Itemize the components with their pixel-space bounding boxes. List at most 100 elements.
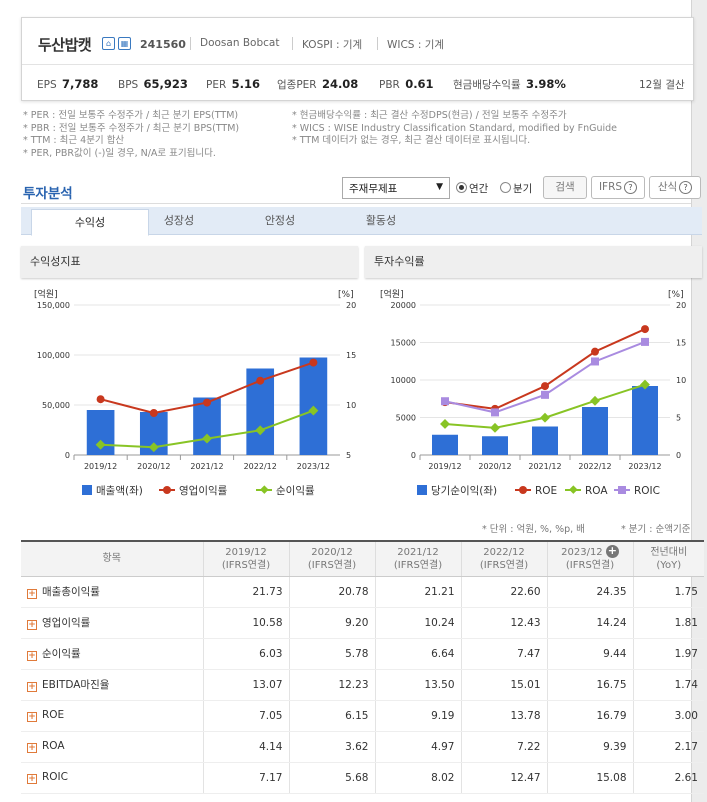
table-cell: 2.17 xyxy=(632,731,704,763)
y-right-tick: 5 xyxy=(676,414,681,423)
expand-icon[interactable]: + xyxy=(27,589,37,599)
ifrs-button[interactable]: IFRS? xyxy=(591,176,645,199)
series-point xyxy=(540,412,550,423)
row-label[interactable]: + ROE xyxy=(21,700,203,732)
expand-icon[interactable]: + xyxy=(605,544,619,559)
table-cell: 8.02 xyxy=(374,762,461,794)
table-cell: 24.35 xyxy=(546,576,633,608)
expand-icon[interactable]: + xyxy=(27,774,37,784)
table-cell: 7.22 xyxy=(460,731,547,763)
legend-marker xyxy=(260,485,269,494)
stat-industry-per: 업종PER 24.08 xyxy=(277,77,359,91)
y-right-tick: 20 xyxy=(676,301,686,310)
formula-button[interactable]: 산식? xyxy=(649,176,701,199)
x-tick-label: 2019/12 xyxy=(428,462,461,471)
radio-quarter[interactable]: 분기 xyxy=(500,181,532,196)
series-point xyxy=(541,390,549,399)
table-cell: 10.58 xyxy=(202,607,289,639)
table-cell: 12.47 xyxy=(460,762,547,794)
table-cell: 21.73 xyxy=(202,576,289,608)
legend-marker xyxy=(618,486,626,494)
table-cell: 16.79 xyxy=(546,700,633,732)
table-cell: 9.20 xyxy=(288,607,375,639)
header-2019: 2019/12 (IFRS연결) xyxy=(202,541,289,577)
table-cell: 9.44 xyxy=(546,638,633,670)
x-tick-label: 2022/12 xyxy=(578,462,611,471)
y-left-tick: 15000 xyxy=(391,339,416,348)
y-right-tick: 15 xyxy=(676,339,686,348)
legend-swatch xyxy=(417,485,427,495)
x-tick-label: 2019/12 xyxy=(84,462,117,471)
x-tick-label: 2022/12 xyxy=(244,462,277,471)
expand-icon[interactable]: + xyxy=(27,712,37,722)
y-right-unit: [%] xyxy=(668,290,684,300)
analysis-tabs: 수익성 성장성 안정성 활동성 xyxy=(21,207,702,236)
expand-icon[interactable]: + xyxy=(27,620,37,630)
y-right-tick: 10 xyxy=(346,401,356,410)
panel-title-profitability: 수익성지표 xyxy=(21,246,358,278)
tab-profitability[interactable]: 수익성 xyxy=(31,209,149,236)
home-icon[interactable]: ⌂ xyxy=(102,37,115,50)
series-point xyxy=(96,395,105,404)
search-button[interactable]: 검색 xyxy=(543,176,587,199)
legend-label: ROE xyxy=(535,485,557,497)
series-point xyxy=(441,397,449,406)
table-cell: 13.78 xyxy=(460,700,547,732)
row-label[interactable]: + 영업이익률 xyxy=(21,607,203,639)
table-cell: 15.01 xyxy=(460,669,547,701)
header-yoy: 전년대비 (YoY) xyxy=(632,541,704,577)
series-point xyxy=(440,419,450,429)
series-point xyxy=(591,357,599,366)
tab-growth[interactable]: 성장성 xyxy=(163,214,195,227)
row-label[interactable]: + 순이익률 xyxy=(21,638,203,670)
x-tick-label: 2023/12 xyxy=(628,462,661,471)
series-point xyxy=(95,439,106,450)
wics-sector: WICS : 기계 xyxy=(387,39,445,51)
series-point xyxy=(591,347,599,356)
y-left-tick: 10000 xyxy=(391,376,416,385)
table-row: + ROIC 7.17 5.68 8.02 12.47 15.08 2.61 xyxy=(21,762,704,794)
tab-stability[interactable]: 안정성 xyxy=(264,214,296,227)
table-row: + EBITDA마진율 13.07 12.23 13.50 15.01 16.75 1.74 xyxy=(21,669,704,701)
row-label[interactable]: + ROA xyxy=(21,731,203,763)
expand-icon[interactable]: + xyxy=(27,651,37,661)
table-cell: 6.03 xyxy=(202,638,289,670)
table-row: + ROA 4.14 3.62 4.97 7.22 9.39 2.17 xyxy=(21,731,704,763)
table-cell: 4.14 xyxy=(202,731,289,763)
row-label[interactable]: + ROIC xyxy=(21,762,203,794)
table-cell: 1.75 xyxy=(632,576,704,608)
quarter-note: * 분기 : 순액기준 xyxy=(621,524,691,535)
table-cell: 12.23 xyxy=(288,669,375,701)
returns-chart: [억원] [%] 0 5000 10000 15000 20000 0 5 10 15 20 2019/… xyxy=(380,288,686,497)
series-point xyxy=(309,358,318,367)
header-2022: 2022/12 (IFRS연결) xyxy=(460,541,547,577)
x-tick-label: 2021/12 xyxy=(190,462,223,471)
stock-code: 241560 xyxy=(140,38,186,51)
y-right-tick: 15 xyxy=(346,351,356,360)
tab-activity[interactable]: 활동성 xyxy=(365,214,397,227)
legend-marker xyxy=(163,486,171,494)
building-icon[interactable]: ▦ xyxy=(118,37,131,50)
table-cell: 3.62 xyxy=(288,731,375,763)
y-left-tick: 0 xyxy=(411,451,416,460)
series-point xyxy=(640,379,650,390)
table-cell: 5.78 xyxy=(288,638,375,670)
table-cell: 15.08 xyxy=(546,762,633,794)
radio-annual[interactable]: 연간 xyxy=(456,181,488,196)
expand-icon[interactable]: + xyxy=(27,682,37,692)
expand-icon[interactable]: + xyxy=(27,743,37,753)
table-cell: 1.74 xyxy=(632,669,704,701)
legend-label: ROA xyxy=(585,485,608,497)
table-cell: 20.78 xyxy=(288,576,375,608)
profitability-table: 항목 2019/12 (IFRS연결) 2020/12 (IFRS연결) 2021/… xyxy=(21,540,704,794)
row-label[interactable]: + 매출총이익률 xyxy=(21,576,203,608)
table-cell: 4.97 xyxy=(374,731,461,763)
series-point xyxy=(149,409,158,417)
settlement-month: 12월 결산 xyxy=(639,79,685,91)
y-left-unit: [억원] xyxy=(380,288,404,300)
stat-eps: EPS 7,788 xyxy=(37,77,99,91)
y-left-tick: 150,000 xyxy=(37,301,70,310)
profitability-chart: [억원] [%] 0 50,000 100,000 150,000 5 10 15 20 2019/… xyxy=(34,288,356,497)
statement-select[interactable]: 주재무제표 ▼ xyxy=(342,177,450,199)
row-label[interactable]: + EBITDA마진율 xyxy=(21,669,203,701)
